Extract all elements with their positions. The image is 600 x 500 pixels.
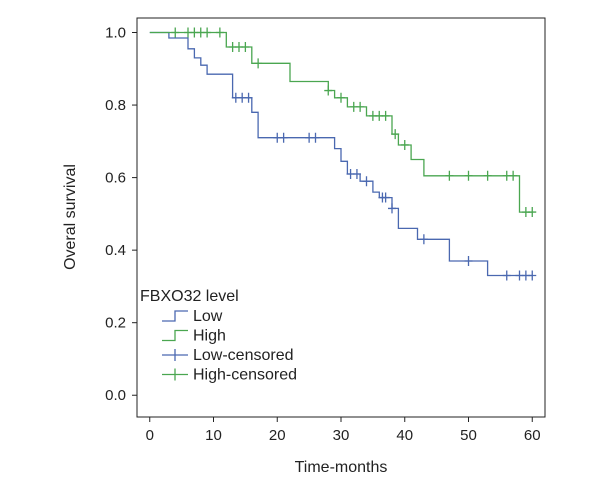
high-censor-mark — [391, 129, 400, 140]
x-axis-title: Time-months — [295, 459, 388, 476]
legend-label: High — [193, 328, 226, 345]
x-tick-label: 30 — [333, 427, 350, 444]
x-tick-label: 10 — [205, 427, 222, 444]
y-axis: 0.0 0.2 0.4 0.6 0.8 1.0 — [105, 25, 137, 404]
x-tick-label: 20 — [269, 427, 286, 444]
low-censor-mark — [352, 168, 361, 179]
high-censor-mark — [528, 207, 537, 218]
y-tick-label: 0.0 — [105, 387, 126, 404]
y-axis-title: Overal survival — [62, 164, 79, 270]
y-tick-label: 0.2 — [105, 315, 126, 332]
y-tick-label: 1.0 — [105, 25, 126, 42]
high-censor-mark — [254, 58, 263, 69]
high-survival-line — [149, 31, 533, 213]
high-censor-mark — [356, 101, 365, 112]
legend-swatch-low-censor — [162, 349, 188, 361]
series-layer — [149, 27, 537, 281]
high-censor-mark — [381, 110, 390, 121]
legend-label: High-censored — [193, 367, 297, 384]
high-censor-mark — [483, 170, 492, 181]
high-censor-mark — [445, 170, 454, 181]
legend-swatch-high-line — [162, 329, 188, 342]
high-censor-mark — [241, 42, 250, 53]
low-censor-mark — [311, 132, 320, 143]
low-censor-mark — [244, 92, 253, 103]
low-survival-line — [149, 31, 533, 277]
legend-label: Low-censored — [193, 347, 294, 364]
high-censor-mark — [215, 27, 224, 38]
high-censor-mark — [171, 27, 180, 38]
low-censor-mark — [419, 234, 428, 245]
low-censor-mark — [381, 192, 390, 203]
y-tick-label: 0.4 — [105, 242, 126, 259]
x-tick-label: 60 — [524, 427, 541, 444]
legend-swatch-high-censor — [162, 368, 188, 381]
low-censor-mark — [502, 270, 511, 281]
high-censor-mark — [324, 85, 333, 96]
low-censor-mark — [362, 176, 371, 187]
high-censor-mark — [203, 27, 212, 38]
y-tick-label: 0.8 — [105, 97, 126, 114]
low-censor-mark — [464, 256, 473, 267]
legend: FBXO32 level Low High Low-censored High-cen… — [140, 288, 297, 384]
low-censor-mark — [528, 270, 537, 281]
high-censor-mark — [509, 170, 518, 181]
legend-label: Low — [193, 308, 223, 325]
x-tick-label: 0 — [146, 427, 154, 444]
legend-title: FBXO32 level — [140, 288, 239, 305]
low-censor-mark — [279, 132, 288, 143]
high-censor-mark — [400, 139, 409, 150]
x-tick-label: 50 — [460, 427, 477, 444]
high-censor-mark — [337, 92, 345, 103]
y-tick-label: 0.6 — [105, 170, 126, 187]
legend-swatch-low-line — [162, 310, 188, 322]
x-axis: 0 10 20 30 40 50 60 — [146, 417, 541, 444]
x-tick-label: 40 — [396, 427, 413, 444]
high-censor-mark — [464, 170, 473, 181]
low-censor-mark — [388, 203, 396, 214]
